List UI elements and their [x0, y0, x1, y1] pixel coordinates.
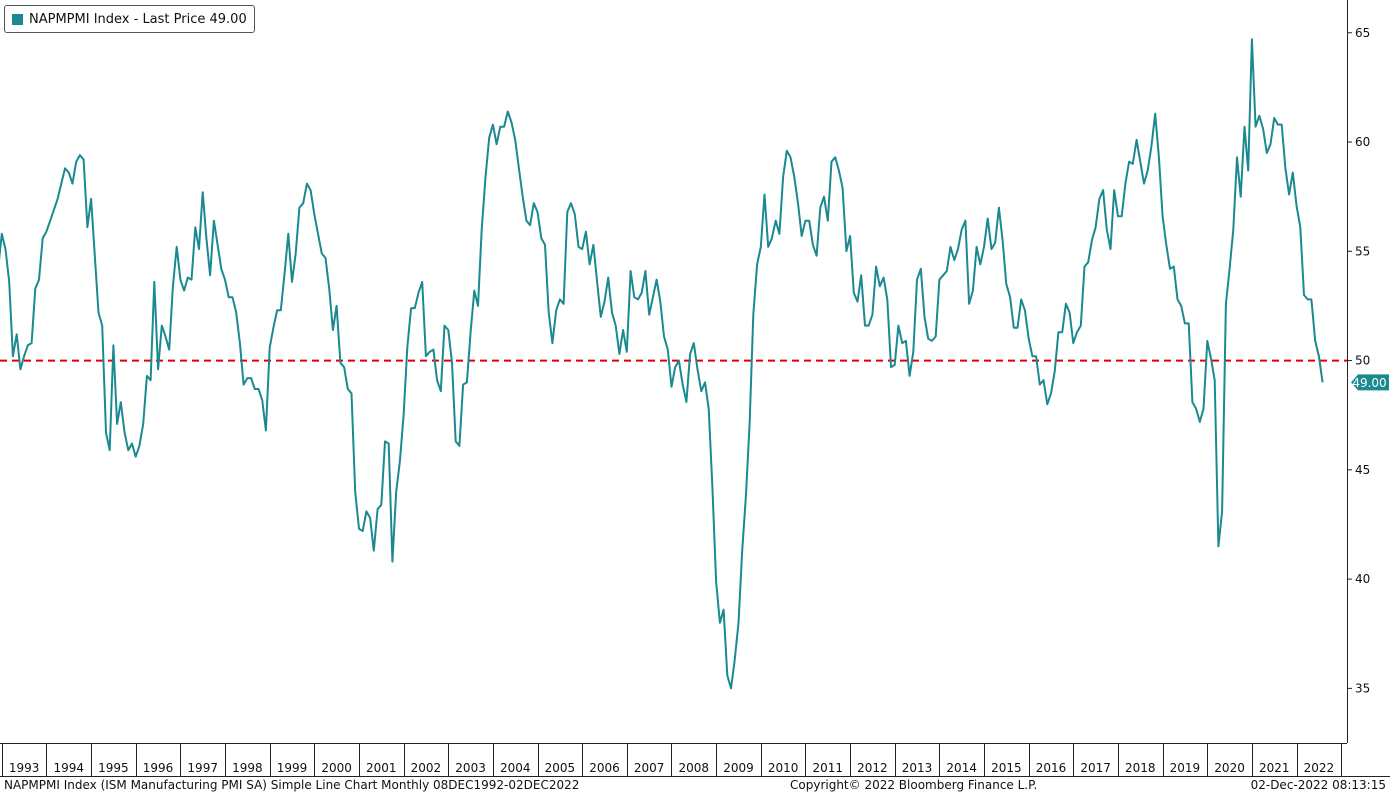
x-tick-label: 2010 [768, 761, 799, 775]
x-tick-label: 2007 [634, 761, 665, 775]
x-tick-label: 2009 [723, 761, 754, 775]
x-tick-label: 1995 [98, 761, 129, 775]
x-tick-label: 2018 [1125, 761, 1156, 775]
x-tick-label: 2012 [857, 761, 888, 775]
x-tick-label: 2006 [589, 761, 620, 775]
x-tick-label: 1998 [232, 761, 263, 775]
x-tick-label: 2021 [1259, 761, 1290, 775]
x-tick-label: 2002 [411, 761, 442, 775]
y-tick-label: 50 [1355, 354, 1370, 368]
x-tick-label: 2017 [1080, 761, 1111, 775]
last-price-tag [1351, 374, 1389, 391]
x-tick-label: 2004 [500, 761, 531, 775]
x-tick-label: 2011 [812, 761, 843, 775]
x-tick-label: 2016 [1036, 761, 1067, 775]
footer-description: NAPMPMI Index (ISM Manufacturing PMI SA)… [4, 778, 580, 792]
x-tick-label: 1999 [277, 761, 308, 775]
x-tick-label: 2005 [545, 761, 576, 775]
x-tick-label: 2001 [366, 761, 397, 775]
x-tick-label: 2003 [455, 761, 486, 775]
x-tick-label: 2019 [1170, 761, 1201, 775]
y-tick-label: 65 [1355, 26, 1370, 40]
legend-label: NAPMPMI Index - Last Price 49.00 [29, 11, 247, 27]
legend-swatch [12, 13, 23, 25]
last-price-label: 49.00 [1352, 376, 1386, 390]
x-tick-label: 2020 [1214, 761, 1245, 775]
footer-copyright: Copyright© 2022 Bloomberg Finance L.P. [790, 778, 1038, 792]
y-tick-label: 55 [1355, 244, 1370, 258]
footer-timestamp: 02-Dec-2022 08:13:15 [1250, 778, 1386, 792]
x-tick-label: 2013 [902, 761, 933, 775]
x-tick-label: 1997 [187, 761, 218, 775]
x-tick-label: 2000 [321, 761, 352, 775]
x-tick-label: 1994 [53, 761, 84, 775]
last-price-tag-layer: 49.00 [1351, 374, 1389, 391]
axes: 35 40 45 50 55 60 65 1993 1994 1995 1996 1997 1998 19… [0, 0, 1390, 777]
x-tick-label: 1996 [143, 761, 174, 775]
x-tick-label: 2008 [679, 761, 710, 775]
series-line-napmpmi [0, 38, 1324, 690]
y-tick-label: 40 [1355, 572, 1370, 586]
x-tick-label: 1993 [9, 761, 40, 775]
x-tick-label: 2015 [991, 761, 1022, 775]
y-tick-label: 60 [1355, 135, 1370, 149]
legend: NAPMPMI Index - Last Price 49.00 [4, 5, 255, 33]
y-tick-label: 45 [1355, 463, 1370, 477]
y-tick-label: 35 [1355, 681, 1370, 695]
series-layer [0, 38, 1324, 690]
x-tick-label: 2014 [946, 761, 977, 775]
x-tick-label: 2022 [1304, 761, 1335, 775]
